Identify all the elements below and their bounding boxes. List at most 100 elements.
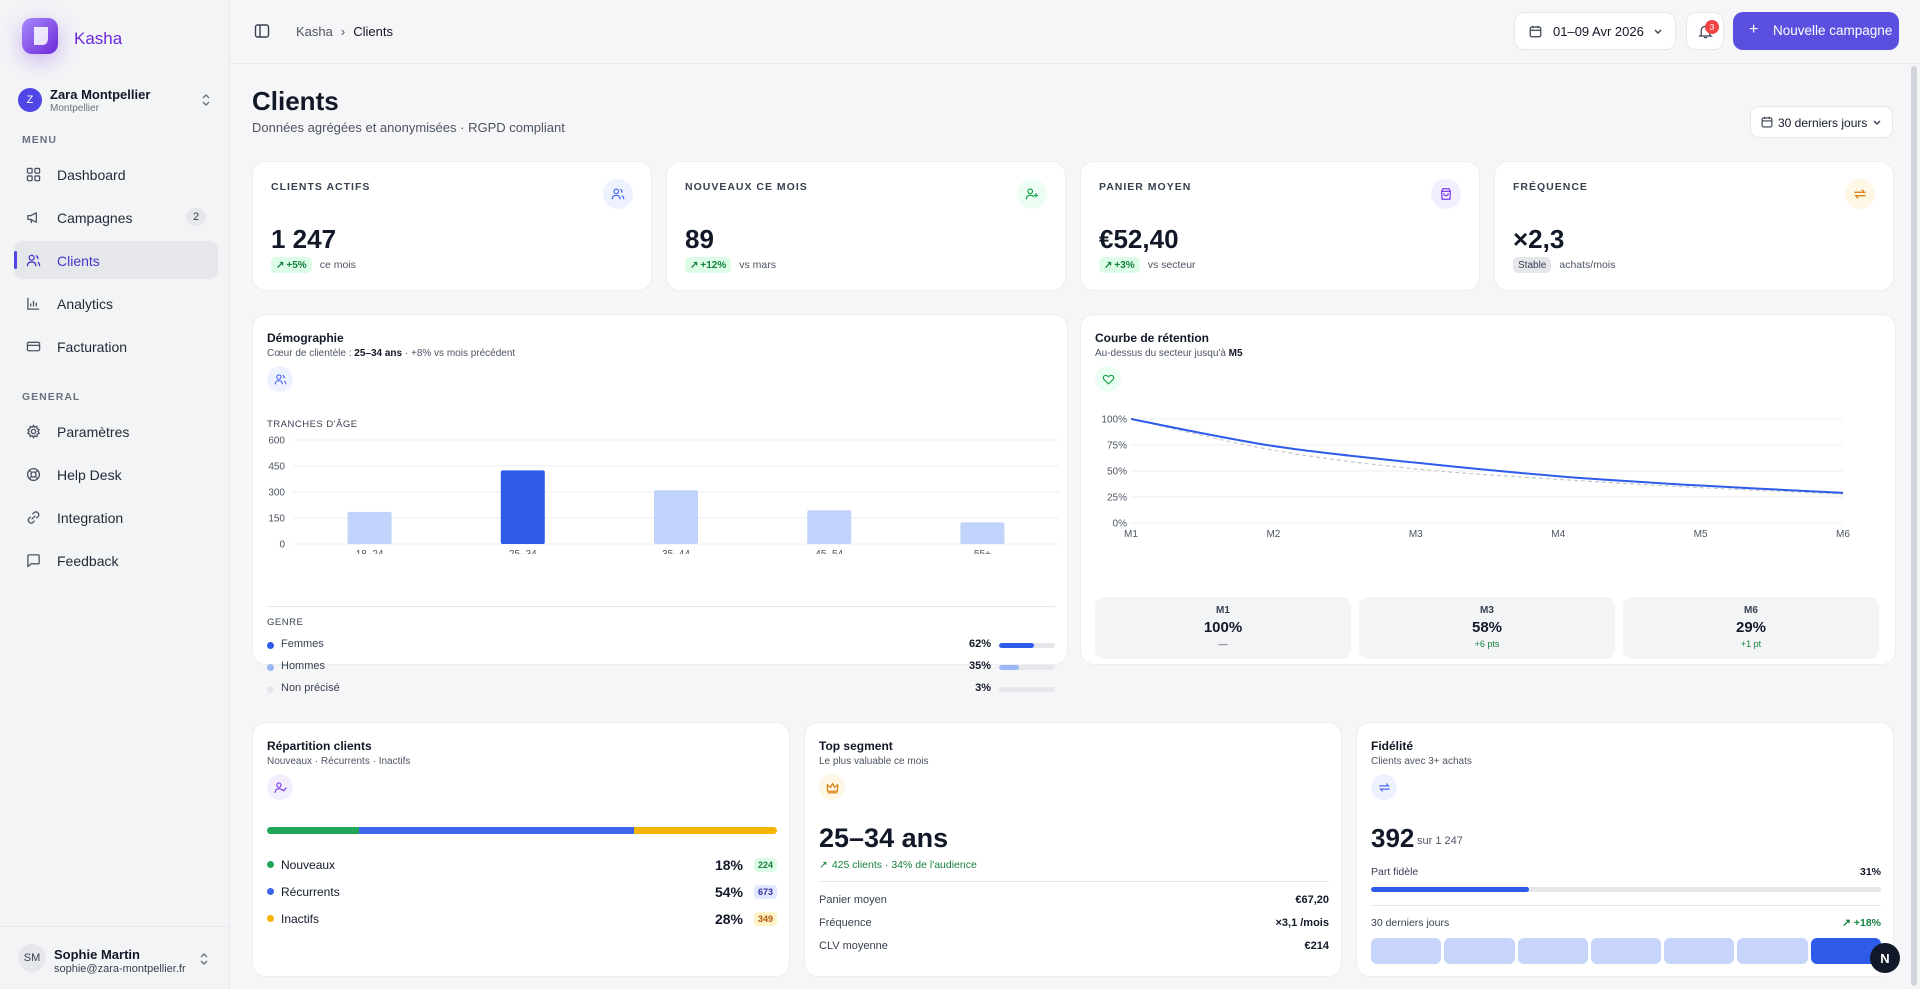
kpi-footer: ↗ +5% ce mois bbox=[271, 257, 356, 273]
notification-count-badge: 3 bbox=[1705, 20, 1719, 34]
y-tick-label: 0 bbox=[279, 540, 285, 551]
stack-segment bbox=[634, 827, 777, 834]
user-menu[interactable]: SM Sophie Martin sophie@zara-montpellier… bbox=[0, 926, 230, 989]
breadcrumb-current: Clients bbox=[353, 24, 393, 39]
sidebar-toggle-icon[interactable] bbox=[254, 23, 270, 39]
sidebar-item-help-desk[interactable]: Help Desk bbox=[14, 455, 218, 493]
menu-section-label: MENU bbox=[22, 134, 57, 146]
notifications-button[interactable]: 3 bbox=[1686, 12, 1724, 50]
org-name: Zara Montpellier bbox=[50, 87, 151, 102]
sidebar-item-parametres[interactable]: Paramètres bbox=[14, 412, 218, 450]
sidebar-item-integration[interactable]: Integration bbox=[14, 498, 218, 536]
sidebar-item-label: Help Desk bbox=[57, 467, 122, 483]
floating-action-button[interactable]: N bbox=[1870, 943, 1900, 973]
card-title: Courbe de rétention bbox=[1095, 331, 1210, 345]
retention-box-m3: M3 58% +6 pts bbox=[1359, 597, 1615, 659]
card-title: Répartition clients bbox=[267, 739, 372, 753]
retention-value: 29% bbox=[1735, 619, 1767, 636]
spark-bar bbox=[1664, 938, 1735, 964]
repartition-name: Inactifs bbox=[281, 912, 320, 926]
card-subtitle: Le plus valuable ce mois bbox=[819, 756, 929, 767]
link-icon bbox=[27, 511, 40, 524]
sidebar-item-analytics[interactable]: Analytics bbox=[14, 284, 218, 322]
sidebar-item-facturation[interactable]: Facturation bbox=[14, 327, 218, 365]
trend-badge: ↗ +5% bbox=[271, 257, 312, 273]
new-campaign-button[interactable]: + Nouvelle campagne bbox=[1733, 12, 1899, 50]
main-content: Clients Données agrégées et anonymisées … bbox=[230, 64, 1920, 989]
gender-name: Hommes bbox=[281, 660, 326, 672]
status-badge: Stable bbox=[1513, 257, 1552, 273]
breadcrumb-home[interactable]: Kasha bbox=[296, 24, 333, 39]
bar-fill bbox=[999, 643, 1034, 648]
sidebar-item-label: Analytics bbox=[57, 296, 114, 312]
y-tick-label: 0% bbox=[1113, 519, 1128, 530]
spark-bar bbox=[1444, 938, 1515, 964]
user-check-icon bbox=[267, 774, 293, 800]
trend-up-icon: ↗ bbox=[819, 859, 828, 871]
legend-dot bbox=[267, 664, 274, 671]
x-tick-label: 55+ bbox=[974, 549, 991, 554]
spark-bar bbox=[1517, 938, 1588, 964]
spark-bar bbox=[1737, 938, 1808, 964]
card-title: Démographie bbox=[267, 331, 344, 345]
x-tick-label: M6 bbox=[1836, 529, 1850, 540]
kpi-value: 89 bbox=[685, 224, 714, 254]
kpi-value: €52,40 bbox=[1099, 224, 1179, 254]
repartition-card: Répartition clients Nouveaux · Récurrent… bbox=[252, 722, 790, 977]
legend-dot bbox=[267, 888, 274, 895]
gender-bar bbox=[999, 643, 1055, 648]
y-tick-label: 600 bbox=[268, 436, 285, 447]
age-bar-chart: 0 150 300 450 600 18–24 25–34 35–44 45–54 55+ bbox=[268, 436, 1059, 554]
period-select[interactable]: 30 derniers jours bbox=[1750, 106, 1893, 138]
calendar-icon bbox=[1529, 25, 1542, 38]
page-subtitle: Données agrégées et anonymisées · RGPD c… bbox=[252, 120, 565, 135]
kpi-label: PANIER MOYEN bbox=[1099, 181, 1192, 193]
age-chart-label: TRANCHES D'ÂGE bbox=[267, 419, 358, 430]
sidebar-item-clients[interactable]: Clients bbox=[14, 241, 218, 279]
kpi-label: FRÉQUENCE bbox=[1513, 181, 1588, 193]
progress-fill bbox=[1371, 887, 1530, 892]
card-title: Fidélité bbox=[1371, 739, 1414, 753]
org-switcher[interactable]: Z Zara Montpellier Montpellier bbox=[18, 86, 212, 114]
kpi-card-frequence: FRÉQUENCE ×2,3 Stable achats/mois bbox=[1494, 161, 1894, 291]
x-tick-label: M4 bbox=[1551, 529, 1565, 540]
kpi-label: CLIENTS ACTIFS bbox=[271, 181, 371, 193]
trend-up-icon: ↗ bbox=[276, 259, 285, 271]
kpi-note: vs secteur bbox=[1147, 259, 1196, 271]
retention-line bbox=[1130, 418, 1844, 494]
retention-month: M6 bbox=[1744, 605, 1758, 616]
user-plus-icon bbox=[1017, 179, 1047, 209]
sidebar-item-label: Feedback bbox=[57, 553, 119, 569]
date-range-picker[interactable]: 01–09 Avr 2026 bbox=[1514, 12, 1676, 50]
crown-icon bbox=[819, 774, 845, 800]
scrollbar[interactable] bbox=[1910, 64, 1918, 989]
part-fidele-progress bbox=[1371, 887, 1881, 892]
sidebar-item-feedback[interactable]: Feedback bbox=[14, 541, 218, 579]
credit-card-icon bbox=[26, 341, 41, 352]
gear-icon bbox=[26, 424, 41, 439]
age-bar bbox=[807, 510, 852, 544]
age-bar bbox=[654, 490, 698, 544]
user-email: sophie@zara-montpellier.fr bbox=[54, 963, 186, 975]
fidelite-total: sur 1 247 bbox=[1417, 835, 1463, 847]
card-title: Top segment bbox=[819, 739, 893, 753]
retention-month: M3 bbox=[1480, 605, 1494, 616]
kasha-logo[interactable] bbox=[22, 18, 58, 54]
y-tick-label: 450 bbox=[268, 462, 285, 473]
retention-delta: — bbox=[1218, 639, 1228, 649]
segment-name: 25–34 ans bbox=[819, 823, 949, 853]
sidebar-item-label: Integration bbox=[57, 510, 124, 526]
benchmark-line bbox=[1130, 418, 1844, 495]
retention-month: M1 bbox=[1216, 605, 1230, 616]
x-tick-label: 25–34 bbox=[509, 549, 537, 554]
retention-line-chart: 0% 25% 50% 75% 100% M1 M2 M3 M4 M5 M6 bbox=[1101, 415, 1850, 541]
spark-bar bbox=[1371, 938, 1442, 964]
y-tick-label: 25% bbox=[1107, 493, 1127, 504]
gender-name: Femmes bbox=[281, 638, 324, 650]
gender-label: GENRE bbox=[267, 617, 304, 628]
users-icon bbox=[603, 179, 633, 209]
kpi-delta: +3% bbox=[1114, 259, 1135, 271]
card-subtitle: Cœur de clientèle : 25–34 ans · +8% vs m… bbox=[267, 348, 516, 359]
sidebar-item-campagnes[interactable]: Campagnes 2 bbox=[14, 198, 218, 236]
sidebar-item-dashboard[interactable]: Dashboard bbox=[14, 155, 218, 193]
